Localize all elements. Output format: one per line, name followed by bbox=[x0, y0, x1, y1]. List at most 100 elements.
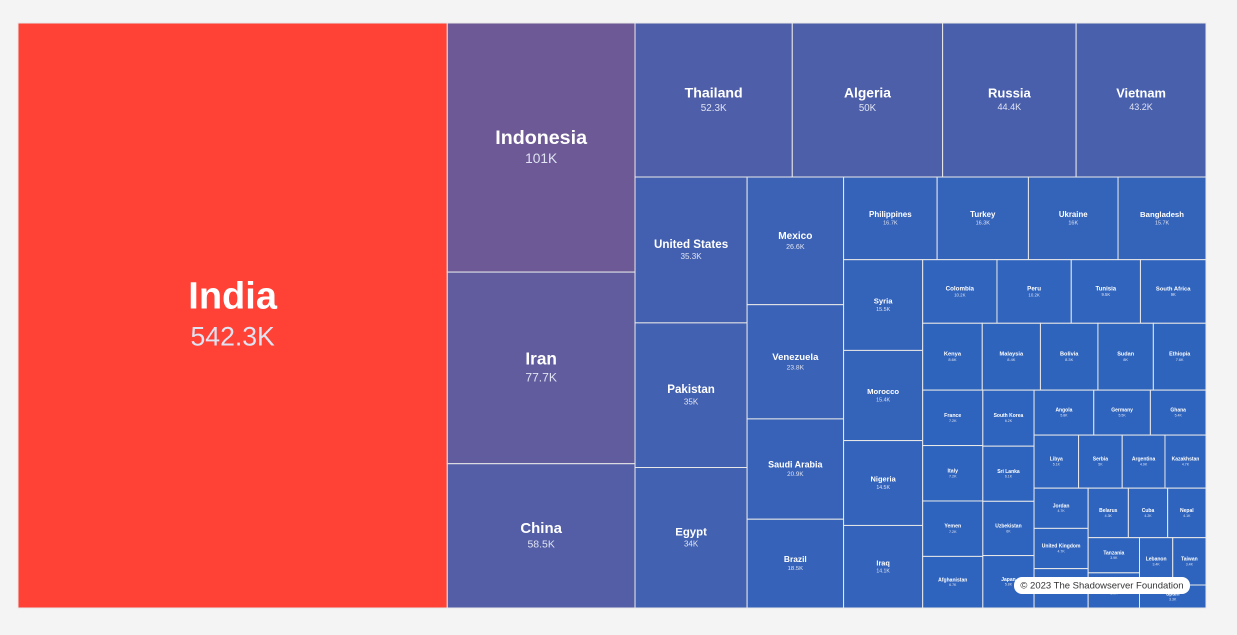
cell-label: South Korea bbox=[994, 413, 1024, 419]
cell-value: 8.4K bbox=[1007, 357, 1015, 362]
cell-value: 14.5K bbox=[876, 485, 890, 491]
cell-value: 15.7K bbox=[1155, 220, 1170, 226]
cell-rect bbox=[922, 259, 998, 324]
cell-value: 4.1K bbox=[1183, 514, 1191, 518]
cell-rect bbox=[1097, 322, 1154, 391]
cell-rect bbox=[1070, 259, 1141, 324]
cell-label: Kenya bbox=[944, 352, 962, 358]
cell-label: Cuba bbox=[1142, 508, 1155, 514]
cell-value: 4.3K bbox=[1105, 514, 1113, 518]
cell-label: Italy bbox=[948, 468, 959, 474]
cell-rect bbox=[746, 176, 845, 306]
cell: Turkey 16.3K bbox=[936, 176, 1029, 261]
cell-value: 7.2K bbox=[949, 530, 957, 534]
cell-label: Argentina bbox=[1132, 457, 1156, 463]
cell-label: Morocco bbox=[867, 387, 899, 396]
cell-label: Venezuela bbox=[772, 352, 819, 363]
cell-label: Ghana bbox=[1170, 408, 1186, 414]
credits-background bbox=[1014, 577, 1190, 594]
cell-value: 8.3K bbox=[1065, 357, 1073, 362]
cell-rect bbox=[843, 349, 924, 442]
cell: Brazil 18.5K bbox=[746, 518, 845, 609]
cell-value: 52.3K bbox=[701, 103, 727, 114]
cell-rect bbox=[1127, 487, 1169, 539]
cell-rect bbox=[1078, 434, 1123, 489]
cell-label: Thailand bbox=[685, 84, 743, 100]
cell-label: Egypt bbox=[675, 527, 707, 539]
cell-label: United States bbox=[654, 238, 728, 251]
cell-value: 4.7K bbox=[1058, 509, 1066, 513]
cell-label: Kazakhstan bbox=[1172, 457, 1200, 463]
cell-value: 77.7K bbox=[525, 370, 557, 384]
cell-value: 3.3K bbox=[1169, 597, 1177, 601]
cell-label: China bbox=[520, 520, 562, 537]
cell-value: 4.7K bbox=[1182, 463, 1190, 467]
cell-rect bbox=[634, 467, 748, 609]
cell-value: 7.6K bbox=[1176, 358, 1184, 362]
cell-label: South Africa bbox=[1156, 286, 1191, 292]
cell-label: Jordan bbox=[1053, 503, 1070, 509]
cell-rect bbox=[446, 463, 636, 609]
cell-rect bbox=[843, 440, 924, 526]
cell-label: Peru bbox=[1027, 285, 1041, 292]
cell-value: 26.6K bbox=[786, 244, 805, 251]
cell-value: 5.8K bbox=[1005, 583, 1013, 587]
cell-rect bbox=[922, 445, 984, 502]
cell-rect bbox=[1033, 527, 1089, 570]
cell-value: 9K bbox=[1171, 292, 1176, 297]
cell-rect bbox=[982, 389, 1035, 447]
cell-value: 5.8K bbox=[1060, 414, 1068, 418]
cell-rect bbox=[1039, 322, 1099, 391]
cell-value: 58.5K bbox=[527, 540, 554, 551]
cell-label: Ukraine bbox=[1059, 210, 1088, 219]
cell-label: Vietnam bbox=[1116, 86, 1166, 101]
cell-value: 3.4K bbox=[1153, 562, 1161, 566]
cell-rect bbox=[1075, 22, 1207, 178]
cell: China 58.5K bbox=[446, 463, 636, 609]
cell-value: 16.3K bbox=[976, 221, 991, 227]
cell-label: Belarus bbox=[1099, 508, 1118, 514]
cell-label: Spain bbox=[1166, 592, 1180, 598]
cell-value: 5.5K bbox=[1118, 414, 1126, 418]
cell-value: 44.4K bbox=[997, 102, 1021, 112]
cell-value: 15.5K bbox=[876, 307, 890, 313]
cell-value: 8K bbox=[1123, 357, 1128, 362]
cell-value: 6.1K bbox=[1005, 475, 1013, 479]
cell-rect bbox=[922, 322, 983, 391]
cell-rect bbox=[981, 322, 1041, 391]
cell-rect bbox=[1033, 389, 1095, 436]
cell-value: 4.7K bbox=[1058, 549, 1066, 553]
cell-label: Lebanon bbox=[1146, 556, 1167, 562]
cell-rect bbox=[942, 22, 1077, 178]
cell-rect bbox=[446, 271, 636, 465]
cell-value: 3.4K bbox=[1186, 562, 1194, 566]
cell-value: 542.3K bbox=[190, 321, 275, 351]
cell-label: Japan bbox=[1001, 577, 1015, 583]
cell-label: Sri Lanka bbox=[997, 469, 1020, 475]
cell-label: France bbox=[944, 413, 961, 419]
cell-value: 9.5K bbox=[1102, 292, 1111, 297]
cell-rect bbox=[1121, 434, 1166, 489]
cell-label: Nigeria bbox=[871, 475, 897, 484]
cell-rect bbox=[746, 518, 845, 609]
cell-label: Philippines bbox=[869, 210, 912, 219]
